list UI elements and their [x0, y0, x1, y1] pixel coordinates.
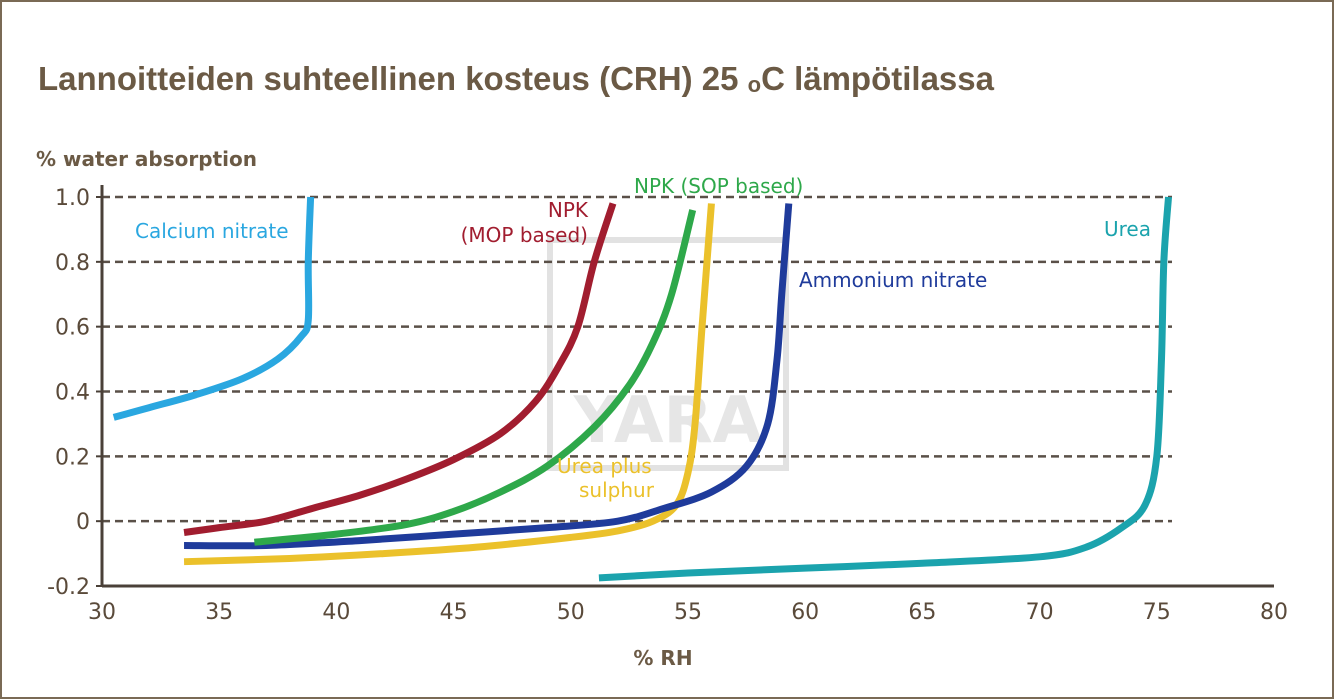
y-tick-label: 0	[76, 510, 90, 535]
series-label: sulphur	[579, 478, 655, 502]
x-tick-label: 55	[674, 600, 702, 625]
x-tick-label: 60	[791, 600, 819, 625]
series-label: NPK (SOP based)	[634, 174, 803, 198]
x-tick-label: 35	[205, 600, 233, 625]
y-tick-label: 0.2	[55, 445, 90, 470]
x-tick-label: 75	[1143, 600, 1171, 625]
title-text-end: C lämpötilassa	[761, 60, 994, 97]
series-line-urea-plus-sulphur	[183, 203, 715, 566]
series-label: Calcium nitrate	[135, 219, 289, 243]
series-label: Urea	[1104, 217, 1151, 241]
series-label: (MOP based)	[461, 223, 588, 247]
series-line-ammonium-nitrate	[184, 203, 793, 550]
title-degree: o	[747, 72, 762, 97]
series-label: NPK	[548, 198, 589, 222]
series-line-npk-mop-based-	[183, 202, 617, 536]
x-tick-label: 70	[1026, 600, 1054, 625]
y-tick-label: 0.6	[55, 316, 90, 341]
x-tick-label: 65	[908, 600, 936, 625]
series-line-calcium-nitrate	[112, 196, 315, 421]
series-label: Urea plus	[557, 454, 652, 478]
y-tick-label: 1.0	[55, 186, 90, 211]
x-tick-label: 40	[322, 600, 350, 625]
x-axis-label: % RH	[633, 646, 692, 670]
x-tick-label: 30	[88, 600, 116, 625]
x-tick-label: 50	[557, 600, 585, 625]
y-axis-label: % water absorption	[36, 147, 257, 171]
watermark-logo-frame	[547, 237, 789, 471]
y-tick-label: 0.8	[55, 251, 90, 276]
chart-title: Lannoitteiden suhteellinen kosteus (CRH)…	[38, 60, 994, 98]
y-tick-label: 0.4	[55, 381, 90, 406]
title-text: Lannoitteiden suhteellinen kosteus (CRH)…	[38, 60, 748, 97]
x-tick-label: 80	[1260, 600, 1288, 625]
series-label: Ammonium nitrate	[799, 268, 987, 292]
x-tick-label: 45	[440, 600, 468, 625]
y-tick-label: -0.2	[47, 575, 90, 600]
series-line-urea	[598, 196, 1173, 582]
series-line-npk-sop-based-	[254, 209, 697, 546]
